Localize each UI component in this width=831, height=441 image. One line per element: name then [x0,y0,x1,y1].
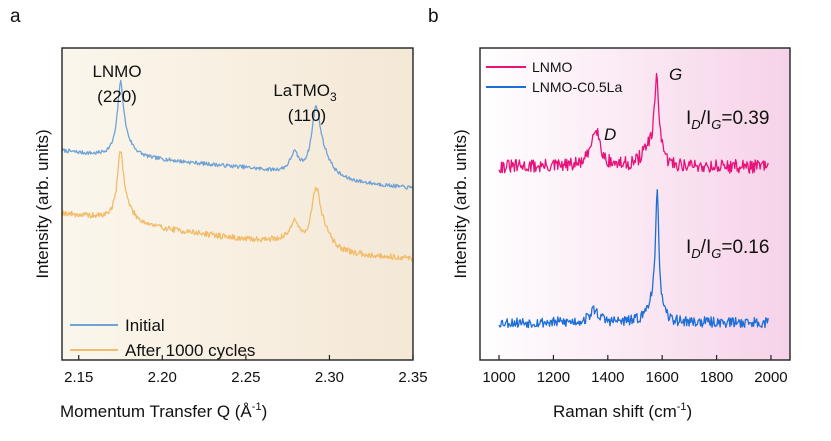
x-tick-label: 2000 [754,369,787,386]
panel-b-series [498,72,769,329]
panel-a-label: a [10,6,21,27]
x-tick-label: 2.35 [398,369,427,386]
legend-label-lnmo: LNMO [532,59,573,75]
panel-b-label: b [428,6,439,27]
x-tick-label: 1800 [700,369,733,386]
latmo-peak-hkl: (110) [288,106,326,125]
panel-a-series [62,79,413,262]
legend-label-initial: Initial [125,316,165,335]
lnmo-peak-label: LNMO [92,62,141,81]
x-tick-label: 2.15 [64,369,93,386]
panel-b-frame [479,47,791,361]
g-band-label: G [669,65,682,84]
panel-a-y-axis-label: Intensity (arb. units) [33,129,52,278]
x-tick-label: 2.25 [231,369,260,386]
series-line-after-1000-cycles [62,151,413,262]
panel-b-background [480,48,790,360]
panel-b-x-ticks: 1000 1200 1400 1600 1800 2000 [482,355,788,386]
panel-b-y-axis-label: Intensity (arb. units) [451,129,470,278]
panel-b-x-axis-label: Raman shift (cm-1) [553,401,692,421]
x-tick-label: 2.30 [315,369,344,386]
x-tick-label: 1000 [482,369,515,386]
series-line-lnmo [498,72,769,174]
ratio-lnmo-c: ID/IG=0.16 [686,237,769,261]
latmo-peak-label: LaTMO3 [273,81,337,104]
d-band-label: D [604,125,616,144]
ratio-lnmo: ID/IG=0.39 [686,108,769,132]
panel-b-legend: LNMO LNMO-C0.5La [486,59,622,95]
panel-a-x-axis-label: Momentum Transfer Q (Å-1) [60,401,267,421]
panel-a-background [62,48,413,360]
panel-a-frame [61,47,414,361]
series-line-initial [62,79,413,190]
x-tick-label: 1600 [646,369,679,386]
panel-a-legend: Initial After 1000 cycles [70,316,255,360]
series-line-lnmo-c0-5la [498,188,769,329]
lnmo-peak-hkl: (220) [97,87,137,106]
x-tick-label: 1400 [591,369,624,386]
legend-label-after: After 1000 cycles [125,341,255,360]
legend-label-lnmo-c: LNMO-C0.5La [532,79,622,95]
x-tick-label: 1200 [537,369,570,386]
x-tick-label: 2.20 [148,369,177,386]
panel-a-x-ticks: 2.15 2.20 2.25 2.30 2.35 [64,355,428,386]
